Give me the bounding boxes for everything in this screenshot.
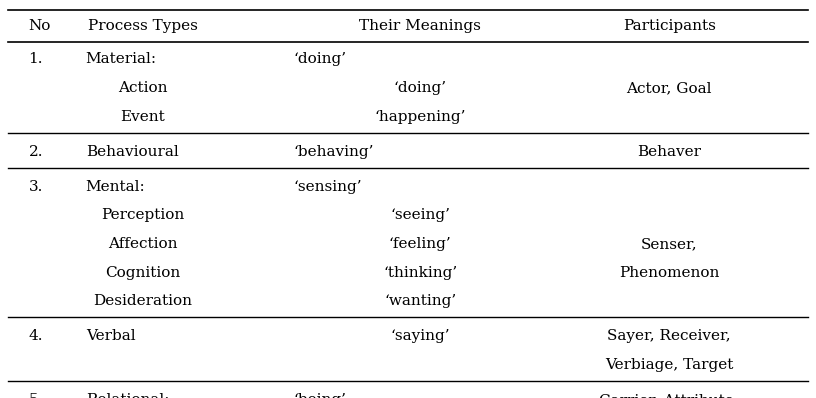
Text: ‘saying’: ‘saying’	[390, 329, 450, 343]
Text: Perception: Perception	[101, 208, 184, 222]
Text: Phenomenon: Phenomenon	[619, 265, 720, 280]
Text: ‘being’: ‘being’	[294, 393, 347, 398]
Text: No: No	[29, 19, 51, 33]
Text: Senser,: Senser,	[641, 237, 698, 251]
Text: Process Types: Process Types	[88, 19, 197, 33]
Text: ‘seeing’: ‘seeing’	[390, 208, 450, 222]
Text: Participants: Participants	[623, 19, 716, 33]
Text: ‘happening’: ‘happening’	[375, 109, 466, 124]
Text: ‘doing’: ‘doing’	[294, 52, 347, 66]
Text: Their Meanings: Their Meanings	[359, 19, 481, 33]
Text: 2.: 2.	[29, 144, 43, 159]
Text: 3.: 3.	[29, 179, 43, 194]
Text: 4.: 4.	[29, 329, 43, 343]
Text: ‘thinking’: ‘thinking’	[384, 265, 457, 280]
Text: Carrier, Attribute,: Carrier, Attribute,	[599, 393, 739, 398]
Text: Relational:: Relational:	[86, 393, 169, 398]
Text: Sayer, Receiver,: Sayer, Receiver,	[607, 329, 731, 343]
Text: Cognition: Cognition	[105, 265, 180, 280]
Text: Behavioural: Behavioural	[86, 144, 179, 159]
Text: Affection: Affection	[108, 237, 178, 251]
Text: Actor, Goal: Actor, Goal	[627, 81, 712, 95]
Text: Material:: Material:	[86, 52, 157, 66]
Text: ‘behaving’: ‘behaving’	[294, 144, 375, 159]
Text: Event: Event	[121, 109, 165, 124]
Text: 1.: 1.	[29, 52, 43, 66]
Text: ‘feeling’: ‘feeling’	[389, 237, 451, 251]
Text: Desideration: Desideration	[93, 294, 193, 308]
Text: Verbiage, Target: Verbiage, Target	[605, 358, 734, 372]
Text: ‘wanting’: ‘wanting’	[384, 294, 456, 308]
Text: Verbal: Verbal	[86, 329, 135, 343]
Text: ‘sensing’: ‘sensing’	[294, 179, 362, 194]
Text: 5.: 5.	[29, 393, 43, 398]
Text: Mental:: Mental:	[86, 179, 145, 194]
Text: Action: Action	[118, 81, 167, 95]
Text: ‘doing’: ‘doing’	[393, 81, 447, 95]
Text: Behaver: Behaver	[637, 144, 701, 159]
